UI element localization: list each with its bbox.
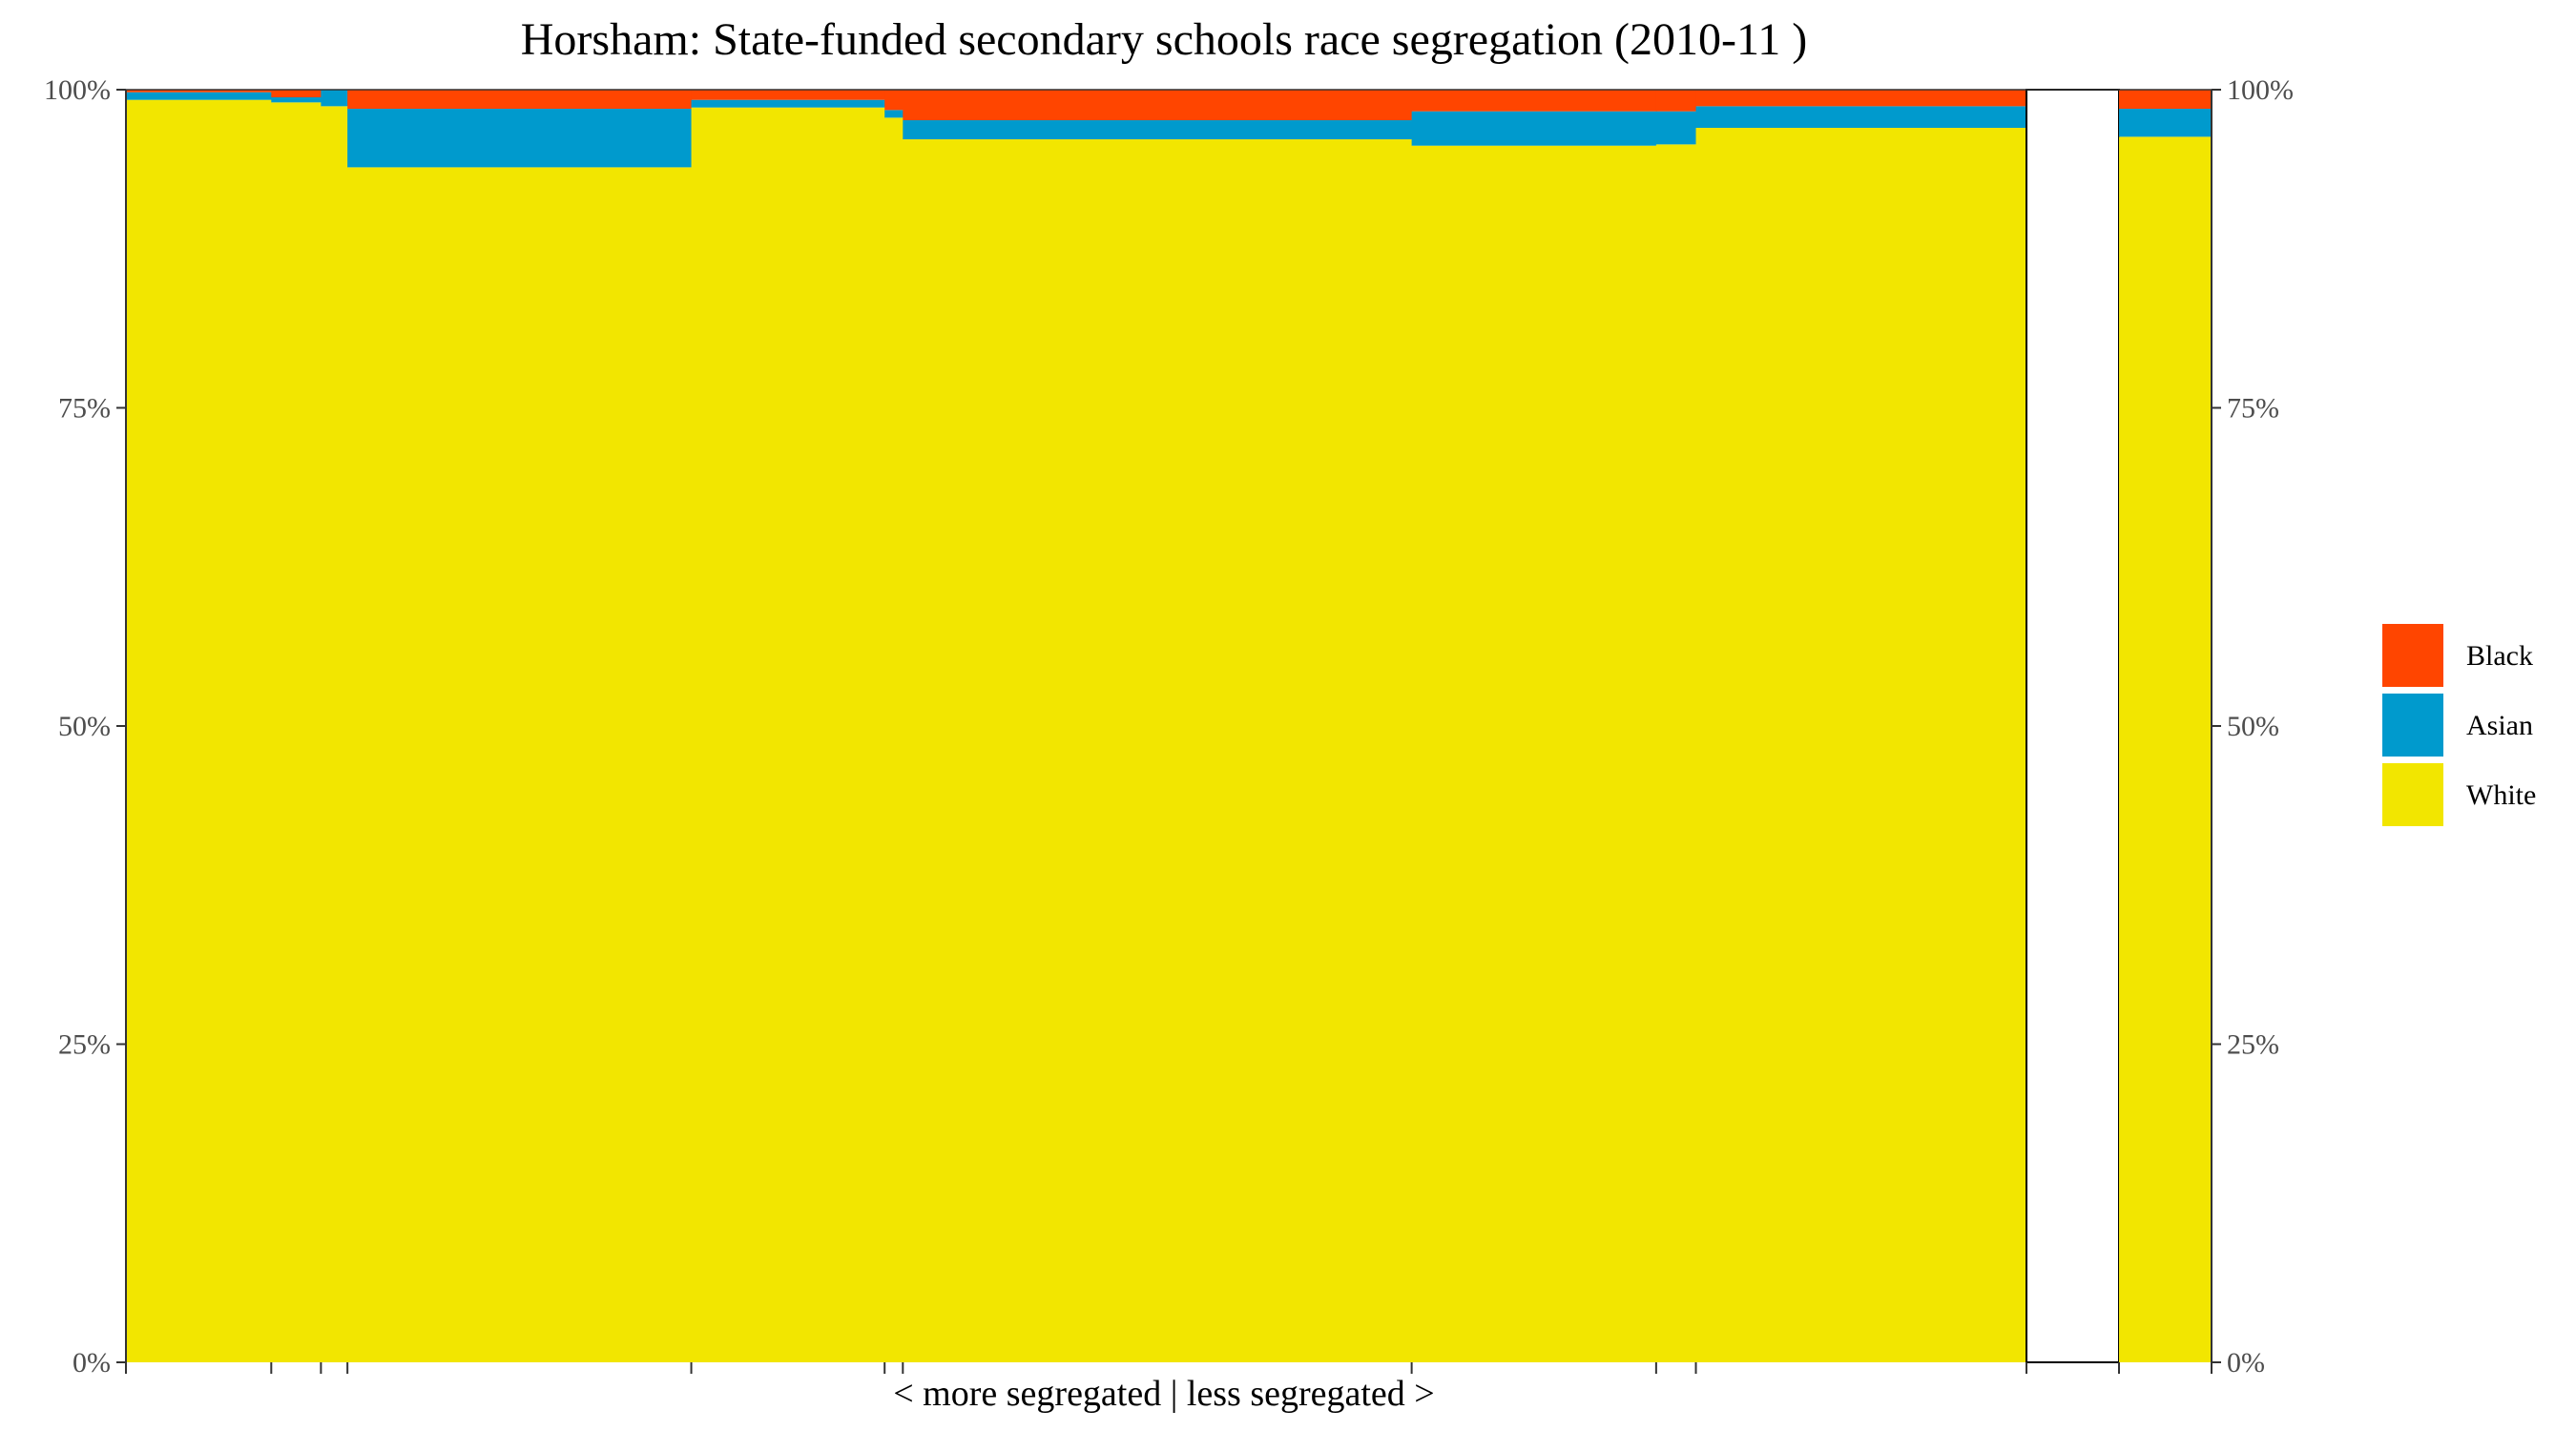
bar-white-9	[1655, 144, 1697, 1362]
bar-asian-6	[884, 110, 904, 118]
bar-asian-12	[2119, 109, 2212, 137]
bar-asian-9	[1655, 111, 1697, 145]
plot-area	[126, 89, 2212, 1363]
y-tick-label-left: 25%	[58, 1029, 111, 1061]
legend-label-asian: Asian	[2466, 710, 2533, 741]
bar-white-10	[1695, 128, 2027, 1362]
bar-black-9	[1655, 90, 1697, 112]
bar-blank-11	[2025, 89, 2121, 1363]
bar-asian-1	[126, 92, 272, 100]
bar-asian-7	[903, 120, 1413, 140]
bar-white-12	[2119, 136, 2212, 1362]
legend: Black Asian White	[2382, 624, 2536, 826]
bar-white-5	[691, 107, 885, 1362]
bar-black-6	[884, 90, 904, 111]
bar-asian-8	[1411, 111, 1657, 146]
bar-white-4	[347, 167, 693, 1362]
y-tick-label-right: 50%	[2227, 711, 2279, 742]
x-axis-label: < more segregated | less segregated >	[893, 1374, 1434, 1414]
y-tick-label-left: 0%	[73, 1347, 111, 1379]
bar-black-5	[691, 90, 885, 100]
chart-title: Horsham: State-funded secondary schools …	[521, 14, 1807, 65]
bar-asian-5	[691, 99, 885, 108]
y-tick-label-left: 50%	[58, 711, 111, 742]
bar-asian-3	[321, 90, 348, 107]
bar-white-1	[126, 99, 272, 1362]
bar-white-2	[271, 102, 322, 1363]
y-tick-label-right: 75%	[2227, 393, 2279, 425]
y-tick-label-right: 0%	[2227, 1347, 2265, 1379]
bar-black-4	[347, 90, 693, 110]
bar-black-10	[1695, 90, 2027, 107]
y-tick-label-left: 75%	[58, 393, 111, 425]
axes: 0% 0% 25% 25% 50% 50% 75% 75% 100% 100%	[44, 74, 2294, 1379]
bar-asian-10	[1695, 106, 2027, 129]
y-tick-label-right: 25%	[2227, 1029, 2279, 1061]
legend-label-white: White	[2466, 779, 2536, 811]
legend-swatch-white	[2382, 763, 2443, 826]
bar-black-7	[903, 90, 1413, 121]
bar-black-2	[271, 90, 322, 98]
legend-label-black: Black	[2466, 640, 2533, 672]
bar-asian-2	[271, 97, 322, 103]
bar-black-1	[126, 90, 272, 93]
bar-white-8	[1411, 145, 1657, 1362]
y-tick-label-left: 100%	[44, 74, 111, 106]
y-tick-label-right: 100%	[2227, 74, 2294, 106]
bar-white-3	[321, 106, 348, 1362]
legend-swatch-black	[2382, 624, 2443, 687]
legend-swatch-asian	[2382, 694, 2443, 757]
bar-black-8	[1411, 90, 1657, 112]
bar-black-12	[2119, 90, 2212, 110]
bar-white-7	[903, 139, 1413, 1362]
bar-white-6	[884, 117, 904, 1362]
bar-asian-4	[347, 109, 693, 168]
